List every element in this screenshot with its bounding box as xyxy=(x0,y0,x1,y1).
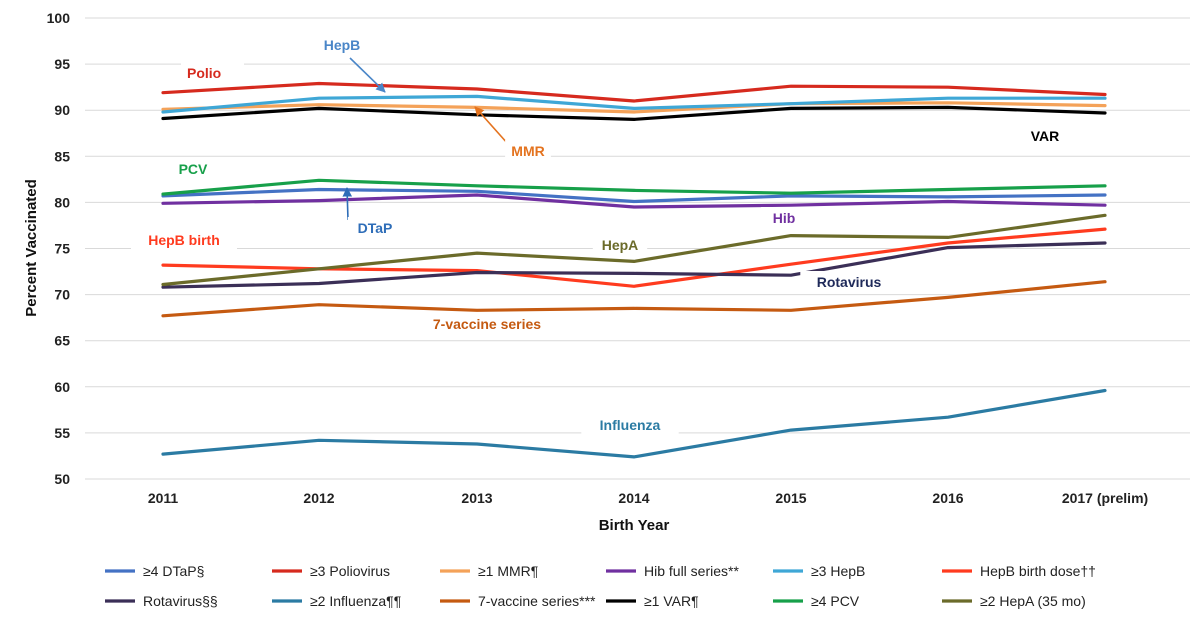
y-tick-label: 95 xyxy=(54,56,70,72)
annotation-7-vaccine-series: 7-vaccine series xyxy=(433,316,541,332)
annotation-hepa: HepA xyxy=(602,237,639,253)
annotation-bg xyxy=(170,158,216,180)
annotation-hepb: HepB xyxy=(324,37,361,53)
annotation-hib: Hib xyxy=(773,210,796,226)
x-tick-label: 2012 xyxy=(303,490,334,506)
series-line-3-poliovirus xyxy=(161,81,1107,103)
annotation-pcv: PCV xyxy=(179,161,208,177)
legend-item-3-hepb: ≥3 HepB xyxy=(773,563,865,579)
legend-label: Hib full series** xyxy=(644,563,739,579)
annotation-rotavirus: Rotavirus xyxy=(817,274,882,290)
annotation-bg xyxy=(505,140,551,162)
annotation-bg xyxy=(1022,125,1068,147)
y-tick-label: 55 xyxy=(54,425,70,441)
x-axis-ticks: 2011 2012 2013 2014 2015 2016 2017 (prelim) xyxy=(148,490,1148,506)
y-axis-ticks: 50 55 60 65 70 75 80 85 90 95 100 xyxy=(47,10,71,487)
annotation-mmr: MMR xyxy=(511,143,544,159)
annotation-bg xyxy=(131,229,237,251)
annotation-bg xyxy=(800,271,898,293)
series-line-3-hepb xyxy=(161,94,1107,114)
y-tick-label: 65 xyxy=(54,333,70,349)
annotation-bg xyxy=(347,217,403,239)
legend-label: ≥1 MMR¶ xyxy=(478,563,538,579)
x-tick-label: 2015 xyxy=(775,490,806,506)
series-lines xyxy=(161,81,1107,459)
annotation-bg xyxy=(581,414,679,436)
x-tick-label: 2016 xyxy=(932,490,963,506)
x-tick-label: 2011 xyxy=(148,490,179,506)
legend-item-rotavirus: Rotavirus§§ xyxy=(105,593,218,609)
x-tick-label: 2017 (prelim) xyxy=(1062,490,1148,506)
annotation-dtap: DTaP xyxy=(358,220,393,236)
series-line-hib-full-series xyxy=(161,193,1107,209)
series-line-1-mmr xyxy=(161,101,1107,114)
y-tick-label: 50 xyxy=(54,471,70,487)
y-tick-label: 80 xyxy=(54,194,70,210)
arrow-dtap xyxy=(342,187,353,221)
annotation-bg xyxy=(408,313,566,335)
annotation-hepb-birth: HepB birth xyxy=(148,232,220,248)
legend-label: HepB birth dose†† xyxy=(980,563,1096,579)
y-tick-label: 90 xyxy=(54,102,70,118)
annotation-bg xyxy=(592,234,648,256)
legend-label: ≥2 HepA (35 mo) xyxy=(980,593,1086,609)
y-tick-label: 85 xyxy=(54,148,70,164)
series-line-rotavirus xyxy=(161,241,1107,289)
y-tick-label: 60 xyxy=(54,379,70,395)
legend-item-1-mmr: ≥1 MMR¶ xyxy=(440,563,538,579)
legend-label: ≥2 Influenza¶¶ xyxy=(310,593,401,609)
annotation-bg xyxy=(181,62,244,84)
x-tick-label: 2014 xyxy=(618,490,649,506)
annotations: Polio HepB MMR VAR PCV DTaP Hib HepB birth HepA R… xyxy=(131,34,1068,436)
y-tick-label: 70 xyxy=(54,287,70,303)
annotation-var: VAR xyxy=(1031,128,1060,144)
series-line-2-influenza xyxy=(161,388,1107,459)
legend-label: ≥1 VAR¶ xyxy=(644,593,699,609)
legend-label: ≥3 Poliovirus xyxy=(310,563,390,579)
legend-label: ≥4 PCV xyxy=(811,593,860,609)
legend-item-4-dtap: ≥4 DTaP§ xyxy=(105,563,204,579)
arrow-mmr xyxy=(474,106,509,145)
legend-item-7-vaccine-series: 7-vaccine series*** xyxy=(440,593,596,609)
legend-item-4-pcv: ≥4 PCV xyxy=(773,593,860,609)
y-axis-title: Percent Vaccinated xyxy=(23,179,40,317)
legend-item-2-hepa-35-mo: ≥2 HepA (35 mo) xyxy=(942,593,1086,609)
series-line-4-dtap xyxy=(161,187,1107,204)
series-line-1-var xyxy=(161,105,1107,122)
annotation-polio: Polio xyxy=(187,65,221,81)
arrow-hepb xyxy=(349,57,386,93)
series-line-4-pcv xyxy=(161,178,1107,196)
series-line-7-vaccine-series xyxy=(161,280,1107,318)
y-tick-label: 100 xyxy=(47,10,71,26)
legend-item-1-var: ≥1 VAR¶ xyxy=(606,593,699,609)
legend-item-hepb-birth-dose: HepB birth dose†† xyxy=(942,563,1096,579)
annotation-influenza: Influenza xyxy=(600,417,661,433)
legend-item-2-influenza: ≥2 Influenza¶¶ xyxy=(272,593,401,609)
x-axis-title: Birth Year xyxy=(599,517,670,534)
annotation-bg xyxy=(761,207,807,229)
annotation-arrows xyxy=(342,57,509,221)
legend-item-3-poliovirus: ≥3 Poliovirus xyxy=(272,563,390,579)
legend-label: ≥3 HepB xyxy=(811,563,865,579)
series-line-2-hepa-35-mo xyxy=(161,213,1107,287)
legend-item-hib-full-series: Hib full series** xyxy=(606,563,739,579)
x-tick-label: 2013 xyxy=(461,490,492,506)
y-tick-label: 75 xyxy=(54,241,70,257)
annotation-bg xyxy=(314,34,370,56)
legend-label: 7-vaccine series*** xyxy=(478,593,596,609)
legend: ≥4 DTaP§ ≥3 Poliovirus ≥1 MMR¶ Hib full ser… xyxy=(105,563,1096,609)
legend-label: Rotavirus§§ xyxy=(143,593,218,609)
legend-label: ≥4 DTaP§ xyxy=(143,563,204,579)
